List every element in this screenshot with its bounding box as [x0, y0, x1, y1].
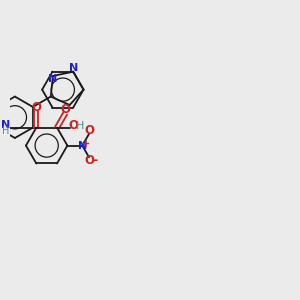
- Text: O: O: [60, 103, 70, 116]
- Text: O: O: [84, 124, 94, 137]
- Text: O: O: [68, 119, 78, 132]
- Text: N: N: [48, 74, 58, 84]
- Text: H: H: [2, 126, 10, 136]
- Text: H: H: [76, 121, 85, 130]
- Text: O: O: [31, 101, 41, 114]
- Text: N: N: [1, 120, 10, 130]
- Text: N: N: [69, 63, 78, 73]
- Text: +: +: [82, 140, 90, 149]
- Text: -: -: [93, 154, 98, 167]
- Text: N: N: [78, 141, 87, 151]
- Text: O: O: [84, 154, 94, 167]
